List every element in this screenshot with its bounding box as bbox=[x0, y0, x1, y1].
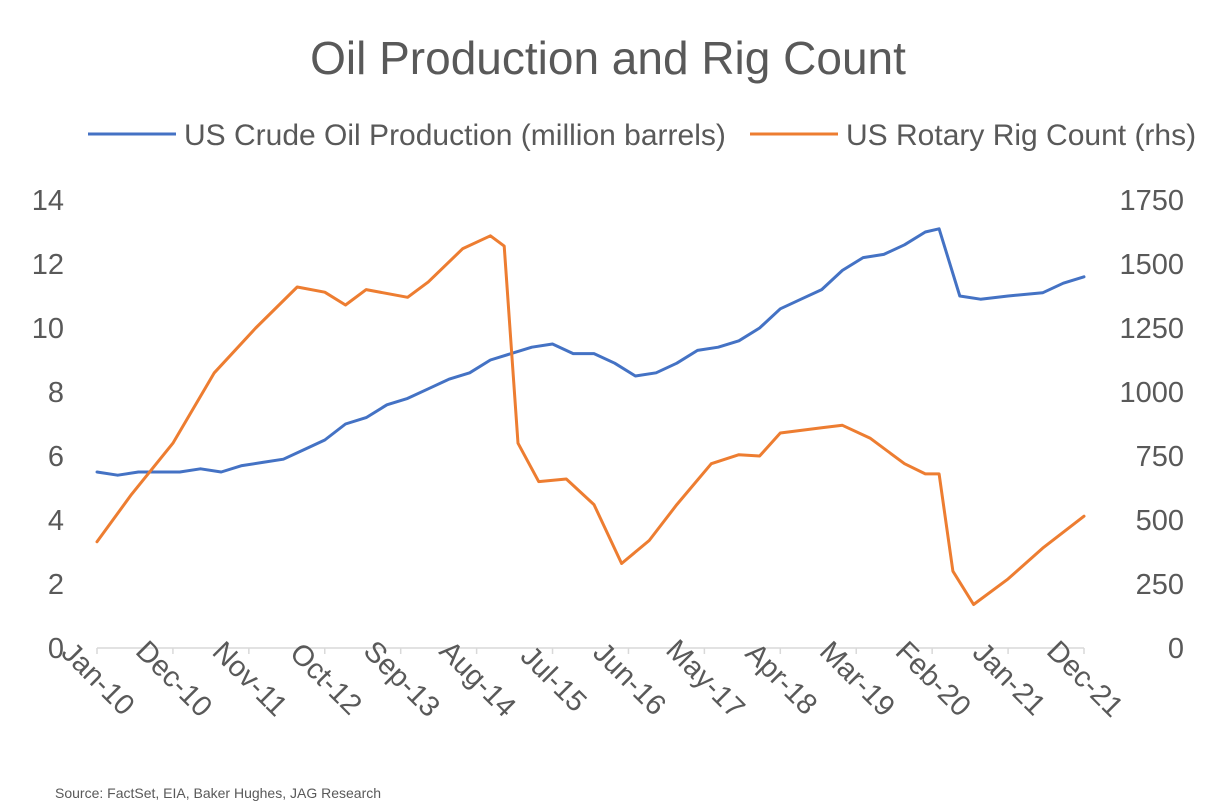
y-left-tick-label: 2 bbox=[48, 569, 64, 601]
chart-title: Oil Production and Rig Count bbox=[310, 32, 906, 84]
y-axis-right: 0 250 500 750 1000 1250 1500 1750 bbox=[1119, 185, 1184, 665]
y-left-tick-label: 10 bbox=[32, 313, 64, 345]
y-left-tick-label: 8 bbox=[48, 377, 64, 409]
y-right-tick-label: 1250 bbox=[1119, 313, 1184, 345]
legend-label-production: US Crude Oil Production (million barrels… bbox=[184, 119, 726, 152]
y-left-tick-label: 4 bbox=[48, 505, 64, 537]
y-right-tick-label: 1500 bbox=[1119, 249, 1184, 281]
y-axis-left: 0 2 4 6 8 10 12 14 bbox=[32, 185, 64, 665]
y-right-tick-label: 1750 bbox=[1119, 185, 1184, 217]
series-layer bbox=[95, 227, 1086, 606]
y-left-tick-label: 12 bbox=[32, 249, 64, 281]
y-right-tick-label: 500 bbox=[1136, 505, 1184, 537]
y-right-tick-label: 750 bbox=[1136, 441, 1184, 473]
y-left-tick-label: 0 bbox=[48, 633, 64, 665]
y-left-tick-label: 14 bbox=[32, 185, 64, 217]
y-right-tick-label: 0 bbox=[1168, 633, 1184, 665]
series-line-rig-count bbox=[95, 234, 1086, 606]
legend-label-rig-count: US Rotary Rig Count (rhs) bbox=[846, 119, 1196, 152]
series-line-production bbox=[95, 227, 1086, 477]
y-right-tick-label: 1000 bbox=[1119, 377, 1184, 409]
source-note: Source: FactSet, EIA, Baker Hughes, JAG … bbox=[55, 785, 381, 801]
y-left-tick-label: 6 bbox=[48, 441, 64, 473]
legend: US Crude Oil Production (million barrels… bbox=[88, 119, 1196, 152]
y-right-tick-label: 250 bbox=[1136, 569, 1184, 601]
